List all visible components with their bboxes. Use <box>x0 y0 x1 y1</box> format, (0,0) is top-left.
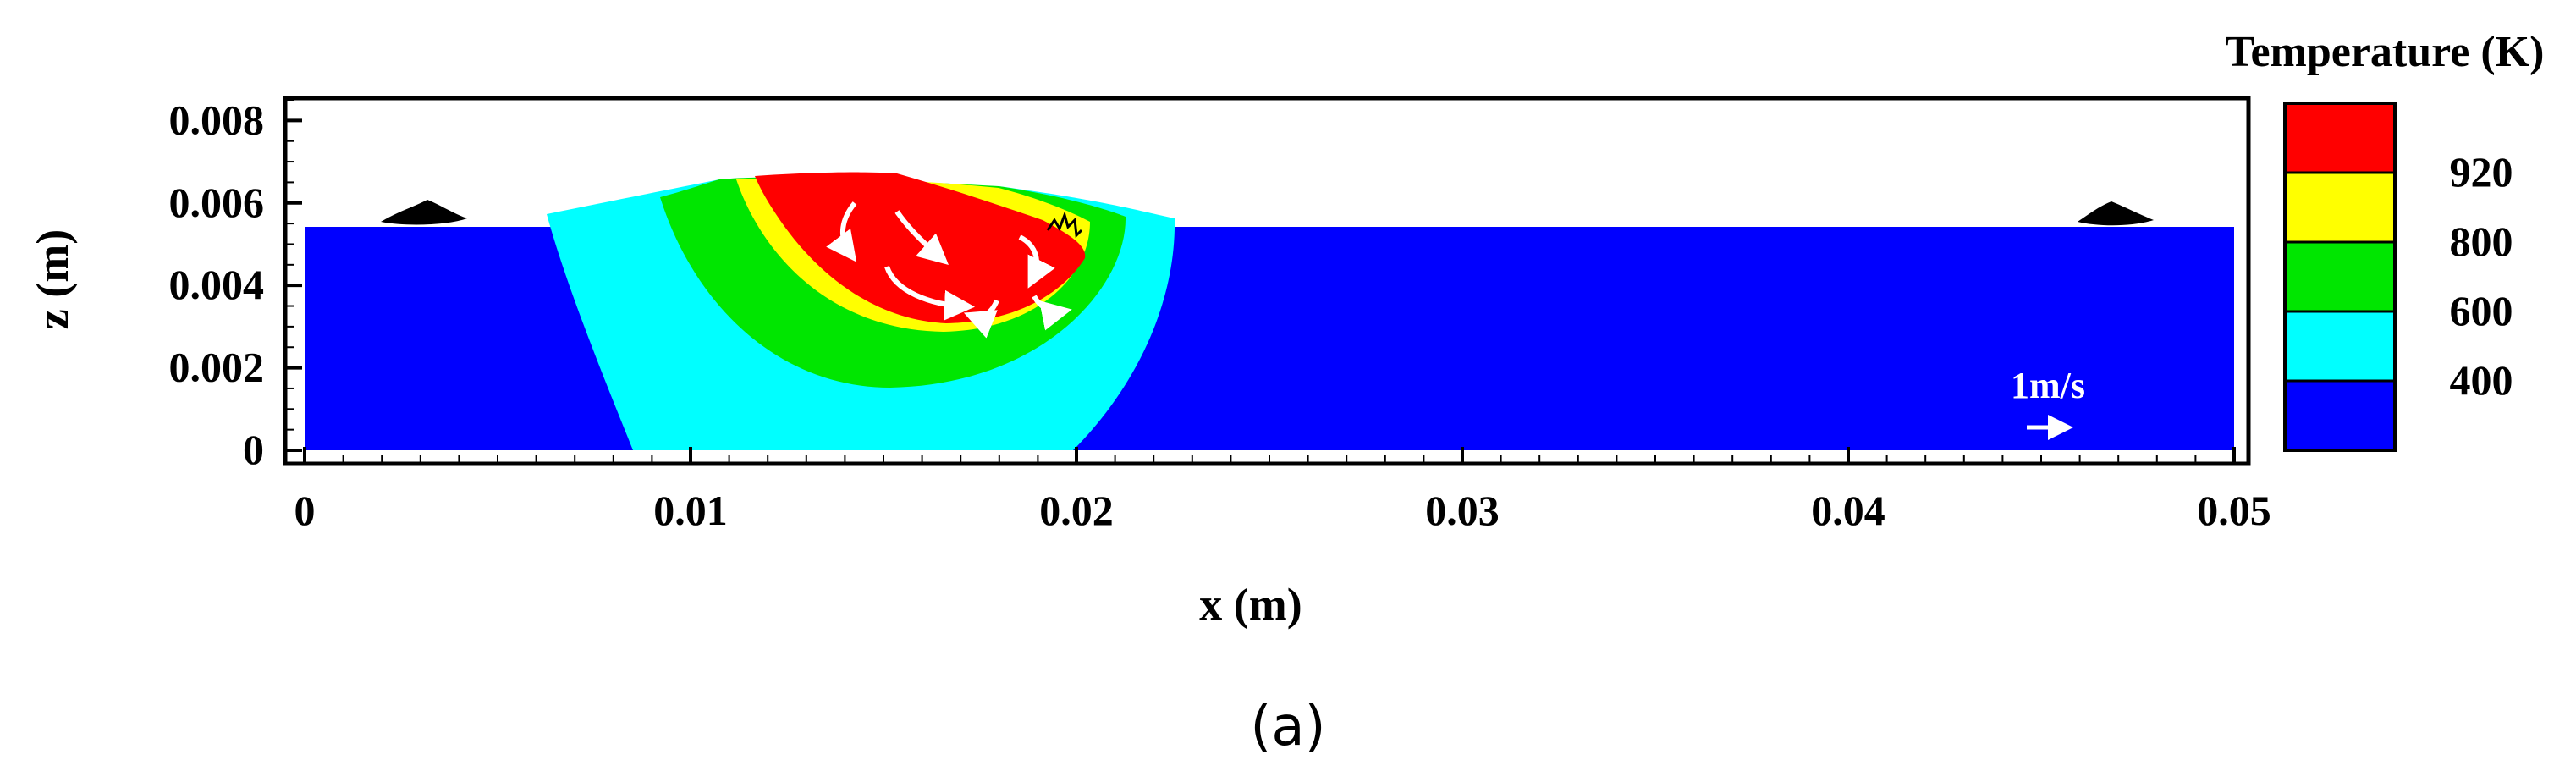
colorbar-label: 600 <box>2450 287 2513 334</box>
y-axis-label: z (m) <box>27 229 78 329</box>
y-tick-label: 0.008 <box>169 96 265 143</box>
x-tick-label: 0.04 <box>1811 487 1885 534</box>
flow-arrows <box>826 201 1072 339</box>
flow-arrow <box>826 201 857 262</box>
flow-arrow <box>884 265 975 321</box>
colorbar-swatch <box>2283 310 2397 383</box>
figure-caption: (a) <box>1250 696 1326 758</box>
y-tick-label: 0.004 <box>169 261 265 308</box>
plot-frame <box>283 96 2251 466</box>
x-tick-label: 0.03 <box>1425 487 1500 534</box>
y-tick-label: 0.006 <box>169 179 265 226</box>
crater-spatter <box>1046 211 1083 239</box>
x-axis-ticks <box>303 447 2236 464</box>
x-tick-label: 0 <box>294 487 316 534</box>
colorbar-swatch <box>2283 379 2397 452</box>
flow-arrow <box>894 210 949 265</box>
colorbar <box>2283 102 2397 452</box>
x-axis-label: x (m) <box>1199 579 1302 630</box>
colorbar-swatch <box>2283 171 2397 244</box>
x-tick-label: 0.02 <box>1039 487 1114 534</box>
colorbar-frame <box>2283 102 2397 452</box>
colorbar-title: Temperature (K) <box>2226 28 2545 76</box>
colorbar-swatch <box>2283 102 2397 174</box>
y-tick-label: 0.002 <box>169 344 265 391</box>
x-tick-labels: 0 0.01 0.02 0.03 0.04 0.05 <box>294 487 2271 534</box>
y-tick-labels: 0 0.002 0.004 0.006 0.008 <box>169 96 265 473</box>
colorbar-label: 920 <box>2450 148 2513 196</box>
spatter-right <box>2078 201 2154 226</box>
colorbar-label: 400 <box>2450 356 2513 404</box>
plot-area: 1m/s <box>305 172 2234 450</box>
spatter-left <box>381 200 467 225</box>
y-tick-label: 0 <box>243 426 264 473</box>
colorbar-label: 800 <box>2450 218 2513 265</box>
velocity-reference-label: 1m/s <box>2011 365 2085 406</box>
y-axis-ticks <box>285 99 302 452</box>
flow-arrow <box>963 299 999 339</box>
colorbar-labels: 920 800 600 400 <box>2450 148 2513 404</box>
flow-arrow <box>1018 234 1055 289</box>
x-tick-label: 0.01 <box>653 487 728 534</box>
x-tick-label: 0.05 <box>2197 487 2271 534</box>
colorbar-swatch <box>2283 240 2397 313</box>
flow-arrow <box>1032 295 1072 331</box>
